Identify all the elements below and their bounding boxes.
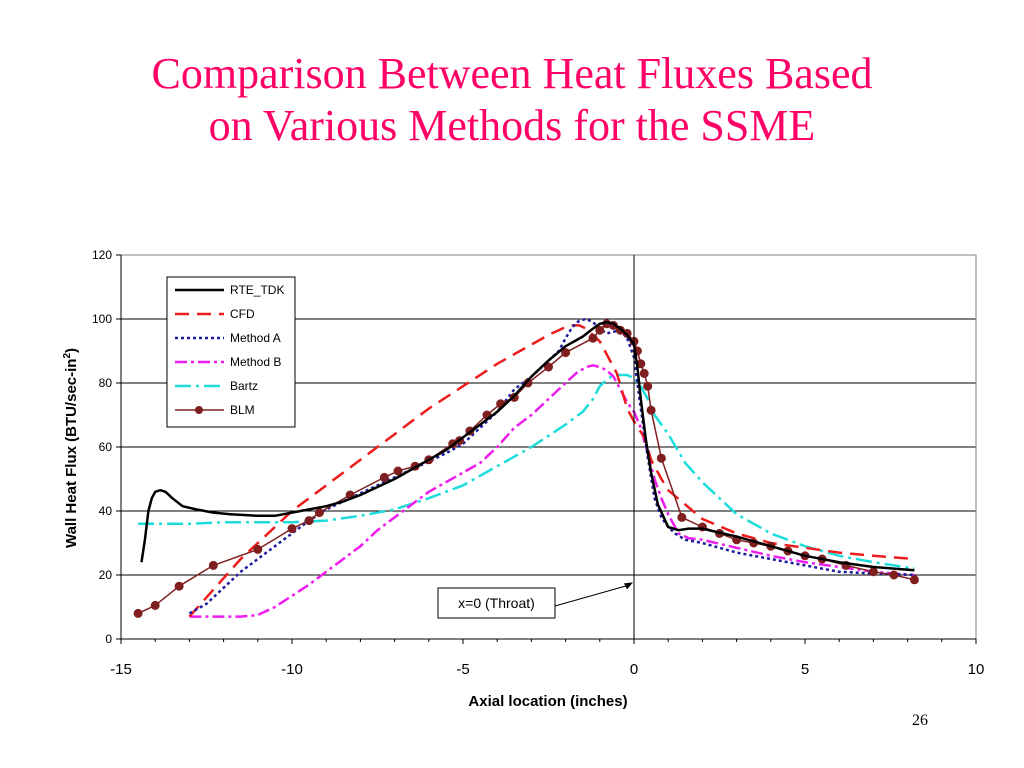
data-point-blm [174, 581, 184, 591]
series-line-rte-tdk [140, 320, 915, 572]
annotation-box [437, 587, 556, 619]
legend-item-rte-tdk: RTE_TDK [175, 283, 284, 297]
y-tick-label: 40 [99, 504, 113, 518]
series-cfd [188, 324, 915, 618]
data-point-blm [253, 544, 263, 554]
y-tick-label: 80 [99, 376, 113, 390]
x-tick-label: 0 [630, 661, 638, 678]
legend-item-bartz: Bartz [175, 379, 258, 393]
legend-item-method-b: Method B [175, 355, 281, 369]
series-line-cfd [188, 324, 915, 618]
series-line-bartz [138, 373, 915, 570]
slide-title: Comparison Between Heat Fluxes Based on … [0, 48, 1024, 152]
series-bartz [138, 373, 915, 570]
x-tick-label: -15 [110, 661, 132, 678]
y-tick-label: 100 [92, 312, 112, 326]
data-point-blm [868, 567, 878, 577]
y-tick-label: 60 [99, 440, 113, 454]
y-tick-label: 120 [92, 248, 112, 262]
data-point-blm [889, 570, 899, 580]
legend-label-cfd: CFD [230, 307, 255, 321]
data-point-blm [677, 512, 687, 522]
x-tick-label: -5 [456, 661, 469, 678]
legend-label-rte-tdk: RTE_TDK [230, 283, 284, 297]
legend-label-method-a: Method A [230, 331, 281, 345]
data-point-blm [314, 508, 324, 518]
slide-title-line-2: on Various Methods for the SSME [208, 101, 816, 150]
legend-marker-blm [195, 406, 203, 414]
data-point-blm [544, 362, 553, 372]
x-tick-label: 10 [968, 661, 985, 678]
annotation-text: x=0 (Throat) [458, 595, 535, 611]
x-axis-title: Axial location (inches) [468, 693, 627, 710]
legend-item-blm: BLM [175, 403, 255, 417]
legend-label-blm: BLM [230, 403, 255, 417]
y-tick-label: 0 [105, 632, 112, 646]
data-point-blm [588, 333, 598, 343]
data-point-blm [287, 524, 297, 534]
legend-label-method-b: Method B [230, 355, 281, 369]
y-axis-title-main: Wall Heat Flux (BTU/sec-in [63, 359, 80, 548]
data-point-blm [150, 600, 160, 610]
data-point-blm [393, 466, 403, 476]
page-number: 26 [912, 712, 928, 729]
legend-label-bartz: Bartz [230, 379, 258, 393]
y-axis-title-close: ) [63, 348, 80, 353]
legend-item-cfd: CFD [175, 307, 255, 321]
y-tick-label: 20 [99, 568, 113, 582]
series-layer [133, 317, 919, 618]
legend: RTE_TDK CFD Method A Method B Bartz BLM [166, 276, 296, 428]
annotation-arrowhead [624, 582, 633, 590]
data-point-blm [639, 368, 649, 378]
series-method-b [189, 364, 915, 618]
data-point-blm [133, 608, 143, 618]
series-rte-tdk [140, 320, 915, 572]
data-point-blm [379, 472, 389, 482]
y-axis-title: Wall Heat Flux (BTU/sec-in2) [62, 348, 80, 548]
data-point-blm [909, 575, 919, 585]
annotation-arrow [554, 584, 629, 607]
series-line-method-b [189, 364, 915, 618]
x-tick-label: -10 [281, 661, 303, 678]
data-point-blm [646, 405, 656, 415]
data-point-blm [561, 348, 571, 358]
data-point-blm [208, 560, 218, 570]
axes: 0 20 40 60 80 100 120 -15 -10 -5 0 5 10 [92, 248, 984, 678]
slide-title-line-1: Comparison Between Heat Fluxes Based [151, 49, 873, 98]
legend-box [166, 276, 296, 428]
data-point-blm [643, 381, 653, 391]
legend-item-method-a: Method A [175, 331, 281, 345]
data-point-blm [304, 516, 314, 526]
x-tick-label: 5 [801, 661, 809, 678]
y-axis-title-superscript: 2 [62, 353, 73, 359]
data-point-blm [656, 453, 666, 463]
data-point-blm [595, 325, 605, 335]
throat-annotation: x=0 (Throat) [437, 582, 633, 619]
